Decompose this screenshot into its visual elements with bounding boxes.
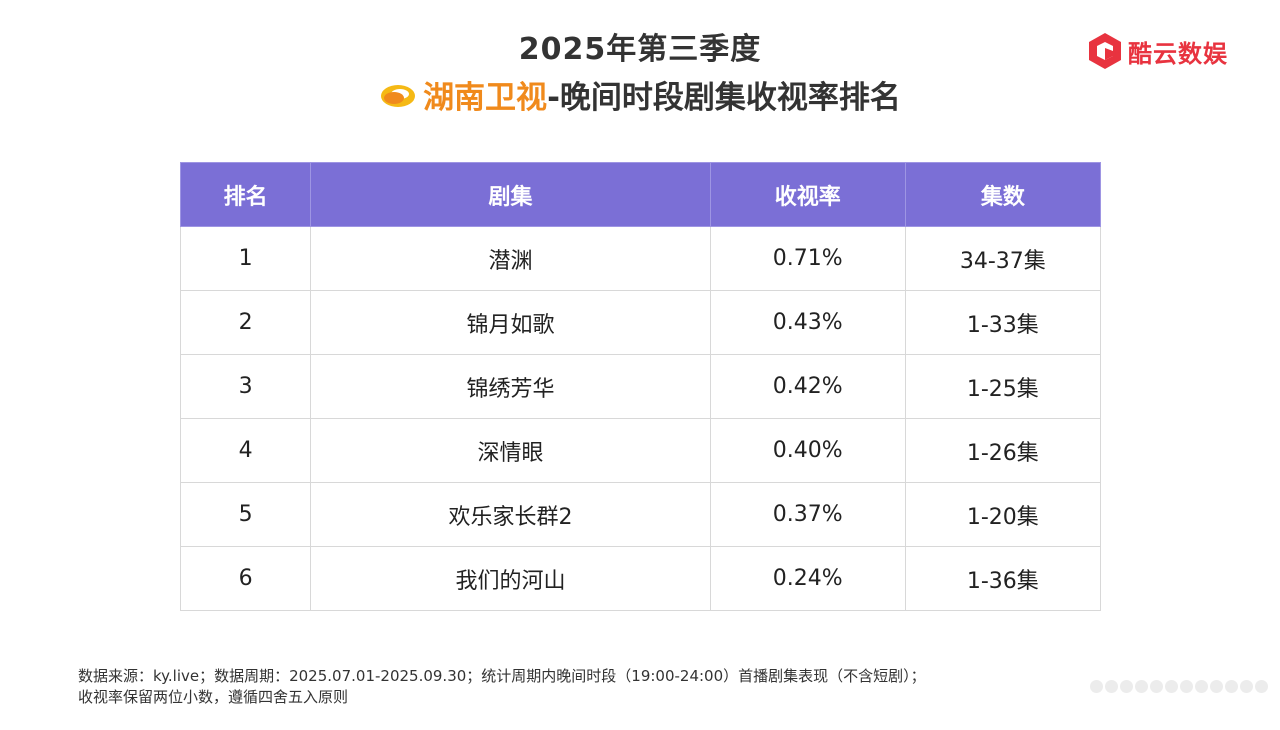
ratings-table: 排名 剧集 收视率 集数 1 潜渊 0.71% 34-37集 2 锦月如歌 0.… [179,162,1102,611]
channel-name: 湖南卫视 [423,80,548,116]
footnote-line-2: 收视率保留两位小数，遵循四舍五入原则 [78,688,349,706]
drama-cell: 我们的河山 [310,546,711,611]
episodes-cell: 1-20集 [904,482,1102,547]
drama-cell: 锦月如歌 [310,290,711,355]
brand-name: 酷云数娱 [1128,39,1228,68]
dots-icon [1090,680,1268,693]
rank-cell: 5 [179,482,312,547]
episodes-cell: 1-26集 [904,418,1102,483]
rank-cell: 6 [179,546,312,611]
rating-cell: 0.40% [709,418,906,483]
rank-cell: 1 [179,226,312,291]
page-subtitle: 湖南卫视 -晚间时段剧集收视率排名 [0,72,1280,117]
rating-cell: 0.24% [709,546,906,611]
mango-tv-logo-icon [381,84,416,107]
rating-cell: 0.43% [709,290,906,355]
table-row: 5 欢乐家长群2 0.37% 1-20集 [179,482,1102,547]
rating-cell: 0.71% [709,226,906,291]
rank-cell: 2 [179,290,312,355]
footnote: 数据来源：ky.live；数据周期：2025.07.01-2025.09.30；… [78,666,1108,708]
rating-cell: 0.37% [709,482,906,547]
rating-cell: 0.42% [709,354,906,419]
subtitle-text: -晚间时段剧集收视率排名 [547,80,901,116]
table-row: 3 锦绣芳华 0.42% 1-25集 [179,354,1102,419]
table-row: 1 潜渊 0.71% 34-37集 [179,226,1102,291]
drama-cell: 深情眼 [310,418,711,483]
page-title: 2025年第三季度 [518,32,762,67]
kuyun-logo-icon [1089,33,1121,69]
drama-cell: 欢乐家长群2 [310,482,711,547]
brand: 酷云数娱 [1088,32,1228,70]
rank-cell: 3 [179,354,312,419]
footnote-line-1: 数据来源：ky.live；数据周期：2025.07.01-2025.09.30；… [78,667,926,685]
watermark-dots [1090,680,1268,693]
episodes-cell: 1-25集 [904,354,1102,419]
episodes-cell: 34-37集 [904,226,1102,291]
drama-cell: 锦绣芳华 [310,354,711,419]
table-row: 6 我们的河山 0.24% 1-36集 [179,546,1102,611]
drama-cell: 潜渊 [310,226,711,291]
column-header-episodes: 集数 [904,162,1102,227]
column-header-rating: 收视率 [709,162,906,227]
table-row: 2 锦月如歌 0.43% 1-33集 [179,290,1102,355]
column-header-rank: 排名 [179,162,312,227]
rank-cell: 4 [179,418,312,483]
table-header-row: 排名 剧集 收视率 集数 [179,162,1102,227]
column-header-drama: 剧集 [310,162,711,227]
episodes-cell: 1-33集 [904,290,1102,355]
table-row: 4 深情眼 0.40% 1-26集 [179,418,1102,483]
episodes-cell: 1-36集 [904,546,1102,611]
